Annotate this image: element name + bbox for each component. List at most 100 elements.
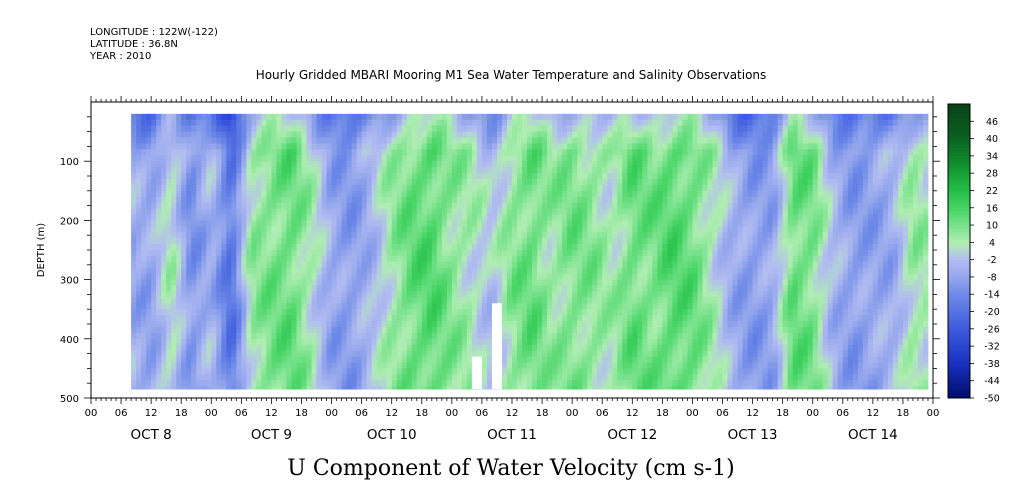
field-cell <box>471 321 478 328</box>
field-cell <box>201 131 207 138</box>
field-cell <box>161 143 167 150</box>
field-cell <box>451 155 458 162</box>
field-cell <box>527 267 533 275</box>
field-cell <box>291 131 297 138</box>
field-cell <box>376 303 383 310</box>
field-cell <box>542 167 548 174</box>
field-cell <box>461 250 468 257</box>
field-cell <box>396 279 403 286</box>
field-cell <box>491 125 498 132</box>
field-cell <box>411 285 418 292</box>
field-cell <box>286 291 292 298</box>
field-cell <box>527 326 533 334</box>
field-cell <box>632 374 638 381</box>
field-cell <box>206 208 212 215</box>
field-cell <box>386 291 393 298</box>
field-cell <box>642 362 648 369</box>
field-cell <box>436 362 443 369</box>
field-cell <box>496 202 503 209</box>
field-cell <box>256 155 262 162</box>
field-cell <box>471 214 478 221</box>
field-cell <box>512 321 518 328</box>
field-cell <box>331 137 337 144</box>
field-cell <box>181 208 187 215</box>
field-cell <box>622 291 628 298</box>
field-cell <box>156 303 162 310</box>
field-cell <box>256 344 262 352</box>
field-cell <box>466 261 473 269</box>
field-cell <box>301 273 307 280</box>
field-cell <box>612 279 618 286</box>
field-cell <box>607 208 613 215</box>
field-cell <box>612 255 618 263</box>
field-cell <box>396 332 403 340</box>
field-cell <box>532 362 538 369</box>
field-cell <box>131 244 137 251</box>
field-cell <box>481 244 488 251</box>
field-cell <box>166 374 172 381</box>
field-cell <box>216 214 222 221</box>
field-cell <box>361 155 368 162</box>
field-cell <box>131 220 137 227</box>
field-cell <box>196 350 202 357</box>
field-cell <box>602 255 608 263</box>
field-cell <box>512 315 518 322</box>
field-cell <box>281 220 287 227</box>
field-cell <box>486 196 493 204</box>
field-cell <box>622 161 628 168</box>
field-cell <box>522 279 528 286</box>
field-cell <box>381 279 388 286</box>
field-cell <box>562 232 568 239</box>
field-cell <box>431 303 438 310</box>
field-cell <box>567 303 573 310</box>
field-cell <box>622 386 628 390</box>
field-cell <box>537 303 543 310</box>
field-cell <box>627 315 633 322</box>
field-cell <box>441 356 448 363</box>
field-cell <box>436 131 443 138</box>
field-cell <box>291 279 297 286</box>
field-cell <box>416 261 423 269</box>
field-cell <box>226 362 232 369</box>
field-cell <box>216 356 222 363</box>
field-cell <box>622 344 628 352</box>
field-cell <box>527 332 533 340</box>
field-cell <box>627 137 633 144</box>
field-cell <box>286 131 292 138</box>
field-cell <box>602 113 608 121</box>
field-cell <box>401 255 408 263</box>
field-cell <box>652 380 658 387</box>
field-cell <box>281 161 287 168</box>
field-cell <box>271 261 277 269</box>
field-cell <box>572 137 578 144</box>
field-cell <box>647 173 653 180</box>
field-cell <box>271 184 277 192</box>
field-cell <box>617 291 623 298</box>
field-cell <box>466 190 473 198</box>
field-cell <box>401 350 408 357</box>
field-cell <box>281 338 287 346</box>
field-cell <box>171 131 177 138</box>
field-cell <box>281 178 287 186</box>
field-cell <box>381 309 388 316</box>
field-cell <box>241 232 247 239</box>
field-cell <box>346 125 353 132</box>
field-cell <box>191 250 197 257</box>
field-cell <box>642 279 648 286</box>
field-cell <box>562 356 568 363</box>
field-cell <box>537 338 543 346</box>
field-cell <box>562 326 568 334</box>
field-cell <box>366 196 373 204</box>
field-cell <box>517 149 523 156</box>
field-cell <box>226 113 232 121</box>
field-cell <box>216 250 222 257</box>
field-cell <box>376 309 383 316</box>
field-cell <box>231 250 237 257</box>
field-cell <box>301 255 307 263</box>
field-cell <box>572 208 578 215</box>
field-cell <box>286 362 292 369</box>
field-cell <box>416 279 423 286</box>
field-cell <box>532 238 538 245</box>
field-cell <box>221 255 227 263</box>
field-cell <box>351 155 358 162</box>
